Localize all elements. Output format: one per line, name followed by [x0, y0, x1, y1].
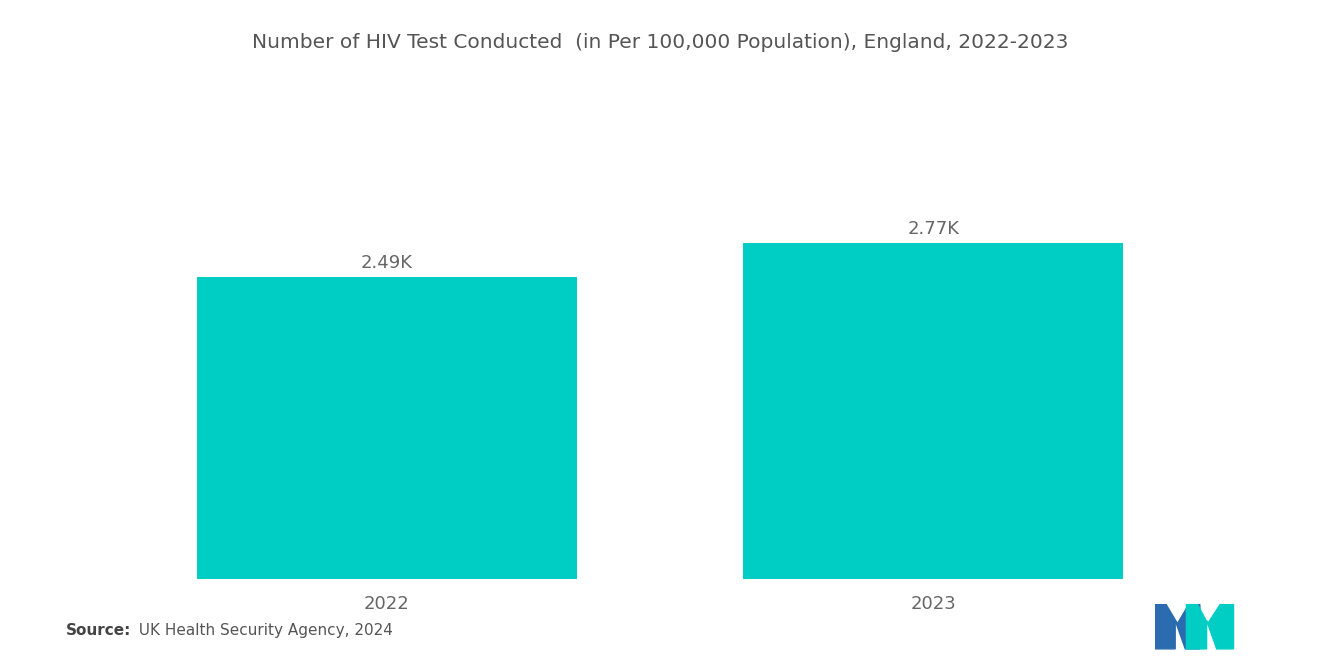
Text: UK Health Security Agency, 2024: UK Health Security Agency, 2024	[129, 623, 393, 638]
Text: Number of HIV Test Conducted  (in Per 100,000 Population), England, 2022-2023: Number of HIV Test Conducted (in Per 100…	[252, 33, 1068, 53]
Polygon shape	[1187, 604, 1233, 649]
Bar	[197, 277, 577, 579]
Text: 2.77K: 2.77K	[907, 220, 960, 238]
Text: 2.49K: 2.49K	[360, 254, 413, 272]
Text: Source:: Source:	[66, 623, 132, 638]
Bar	[743, 243, 1123, 579]
Polygon shape	[1155, 604, 1200, 649]
